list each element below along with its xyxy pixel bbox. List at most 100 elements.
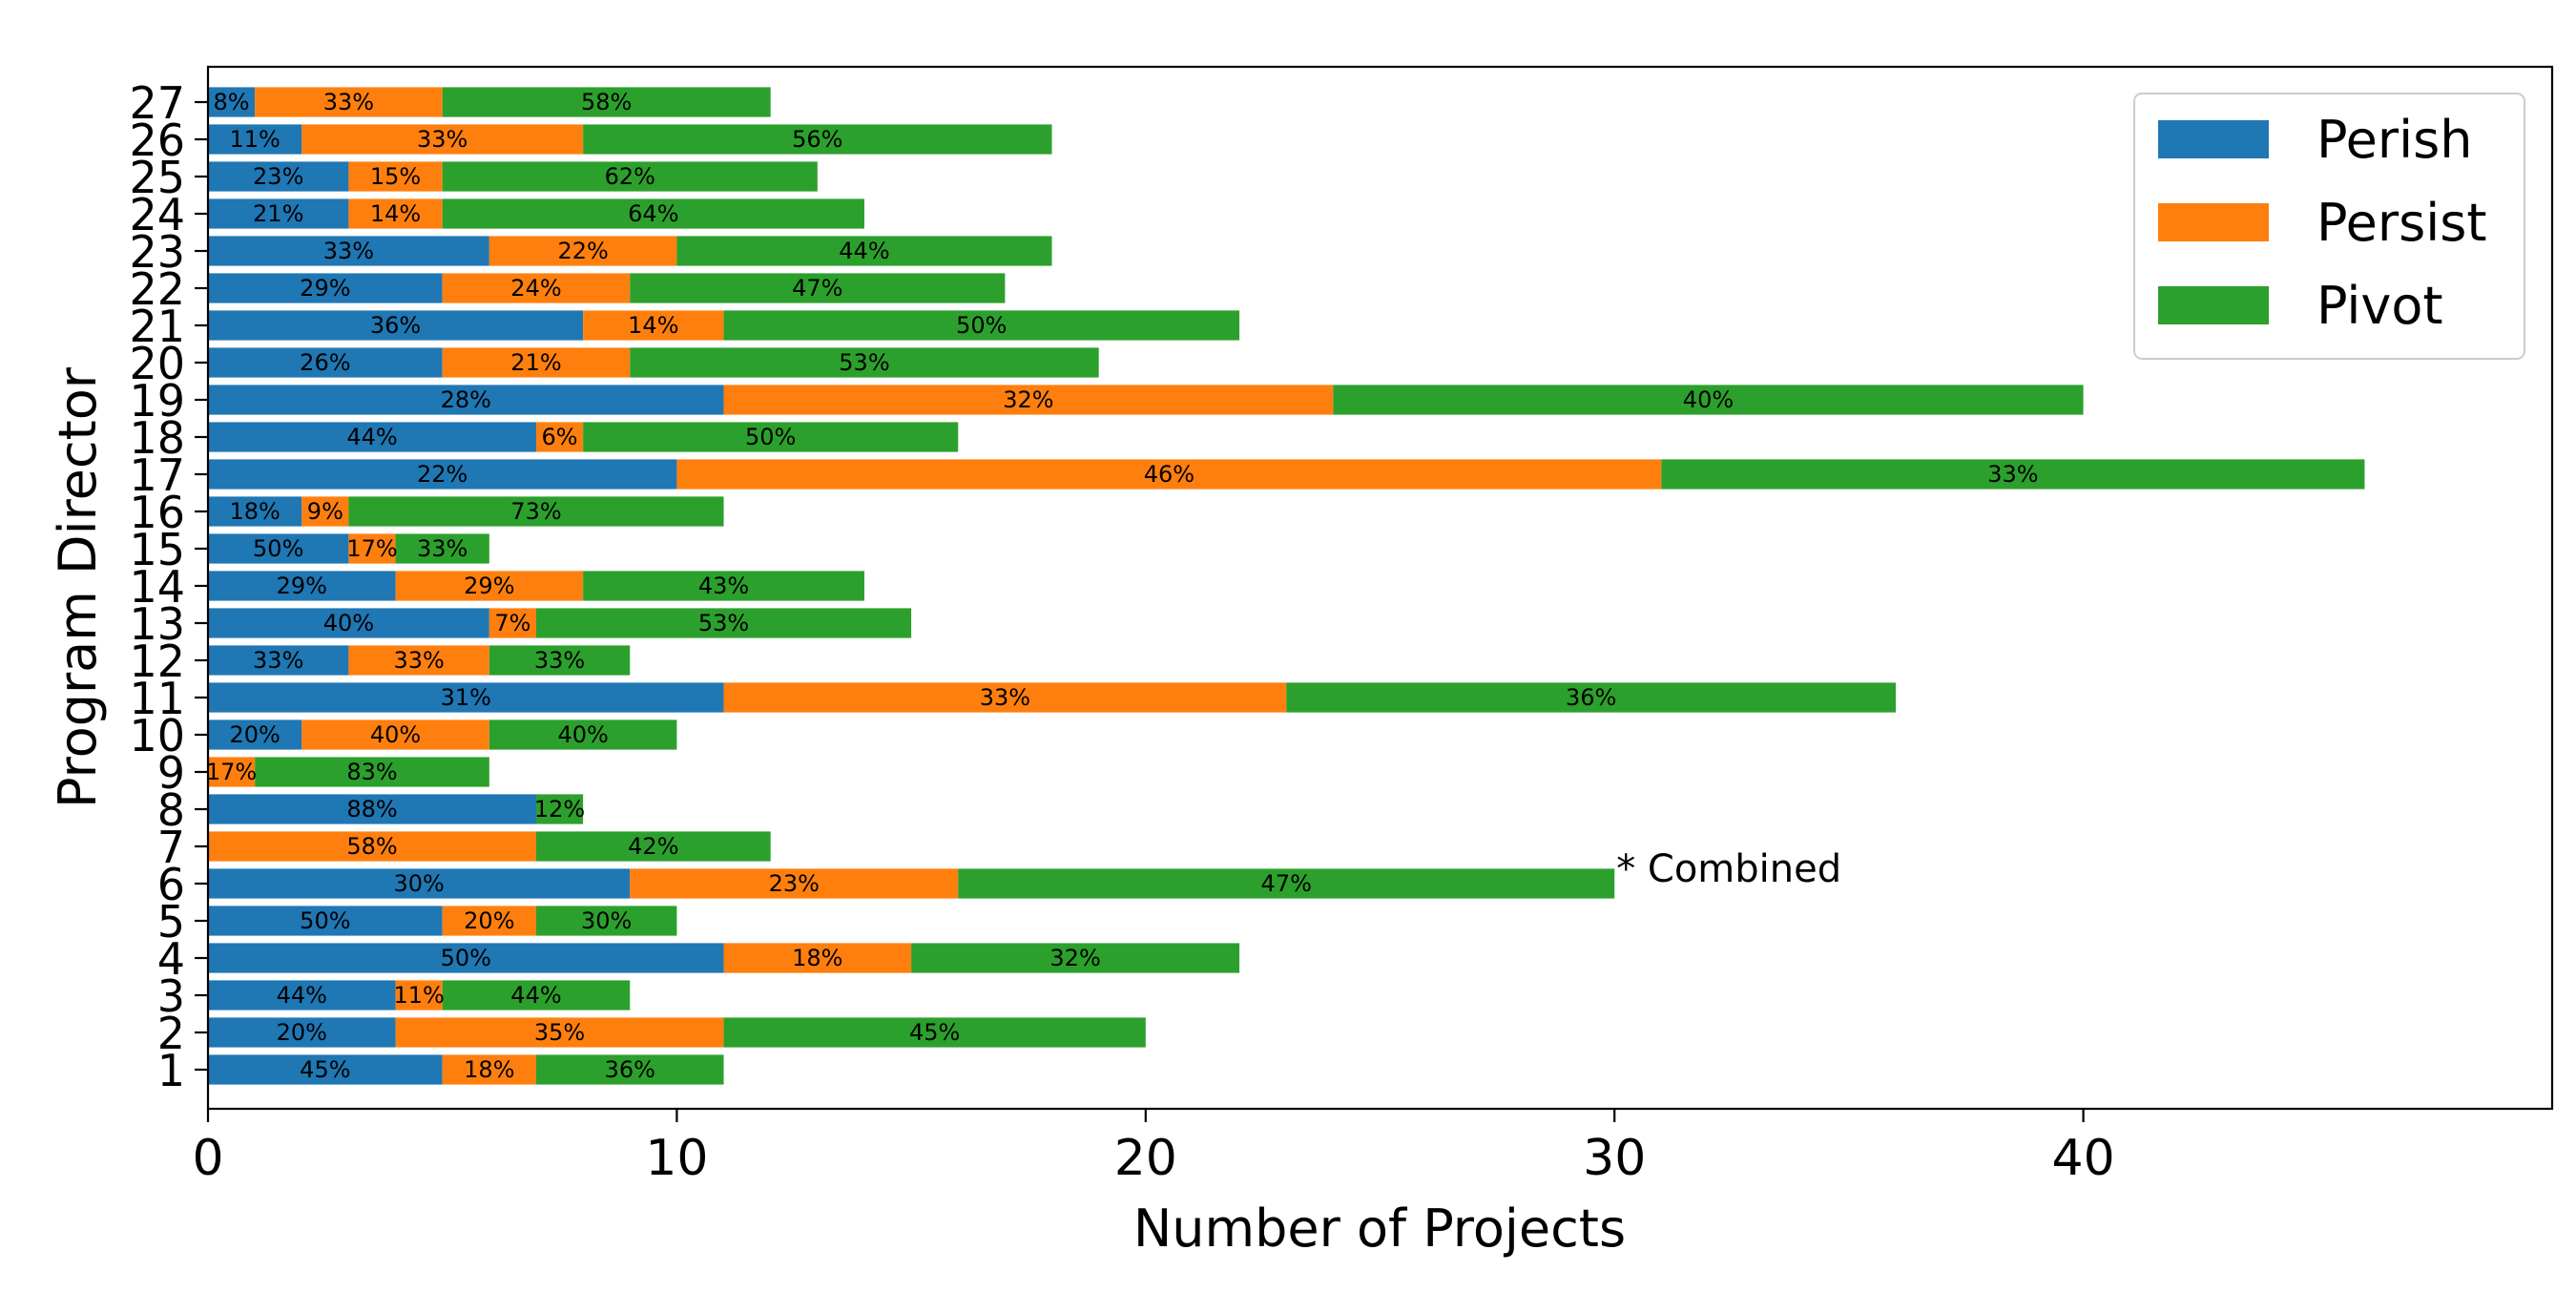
bar-label-persist-21: 14% (628, 312, 678, 339)
bar-label-pivot-25: 62% (605, 163, 655, 190)
bar-label-persist-10: 40% (370, 721, 421, 748)
bar-pivot-5 (535, 906, 677, 936)
y-tick-label-6: 6 (157, 859, 185, 910)
bar-persist-21 (583, 310, 724, 341)
bar-pivot-13 (535, 608, 912, 638)
bar-perish-2 (208, 1017, 396, 1048)
y-tick-label-22: 22 (129, 263, 185, 315)
bar-pivot-4 (911, 943, 1240, 973)
bar-label-persist-13: 7% (494, 610, 530, 636)
legend-swatch-pivot (2158, 286, 2269, 324)
y-tick-label-27: 27 (129, 77, 185, 129)
bar-label-persist-24: 14% (370, 200, 421, 227)
bar-label-perish-11: 31% (441, 684, 491, 711)
y-axis-label: Program Director (48, 366, 108, 808)
bar-label-persist-26: 33% (417, 126, 467, 153)
bar-persist-18 (535, 422, 584, 452)
bar-perish-17 (208, 459, 677, 490)
bar-pivot-25 (442, 161, 818, 192)
bar-label-persist-19: 32% (1003, 386, 1053, 413)
legend-label-pivot: Pivot (2316, 276, 2443, 336)
bar-perish-16 (208, 496, 302, 527)
bar-label-perish-5: 50% (300, 907, 350, 934)
bar-label-perish-24: 21% (253, 200, 303, 227)
bar-label-persist-12: 33% (393, 647, 444, 674)
bar-label-persist-5: 20% (464, 907, 514, 934)
bar-label-pivot-20: 53% (839, 349, 889, 376)
bar-persist-26 (301, 124, 584, 155)
bar-persist-2 (395, 1017, 724, 1048)
bar-perish-18 (208, 422, 536, 452)
bar-label-pivot-13: 53% (698, 610, 749, 636)
bar-perish-6 (208, 868, 631, 899)
y-tick-label-15: 15 (129, 524, 185, 575)
bar-persist-7 (208, 831, 536, 862)
bar-persist-11 (723, 682, 1287, 713)
bar-label-persist-18: 6% (542, 424, 578, 450)
y-tick-label-20: 20 (129, 338, 185, 389)
x-tick-label-10: 10 (645, 1130, 708, 1187)
bar-label-perish-22: 29% (300, 275, 350, 302)
bar-persist-10 (301, 719, 489, 750)
y-tick-label-18: 18 (129, 412, 185, 464)
bar-persist-5 (442, 906, 536, 936)
bar-persist-25 (348, 161, 443, 192)
bar-persist-3 (395, 980, 443, 1011)
bar-perish-25 (208, 161, 349, 192)
bar-pivot-20 (630, 347, 1099, 378)
bar-label-persist-4: 18% (792, 945, 842, 971)
bar-label-persist-27: 33% (323, 89, 374, 115)
bar-label-perish-2: 20% (277, 1019, 327, 1046)
bar-label-perish-15: 50% (253, 535, 303, 562)
bar-label-pivot-27: 58% (581, 89, 632, 115)
bar-perish-21 (208, 310, 584, 341)
legend-label-persist: Persist (2316, 193, 2487, 253)
bar-pivot-23 (676, 236, 1052, 266)
bar-label-persist-25: 15% (370, 163, 421, 190)
x-tick-label-0: 0 (192, 1130, 223, 1187)
bar-label-pivot-9: 83% (346, 759, 397, 785)
bar-pivot-11 (1286, 682, 1897, 713)
y-tick-label-1: 1 (157, 1045, 185, 1096)
bar-label-persist-9: 17% (206, 759, 257, 785)
bar-pivot-24 (442, 198, 864, 229)
bar-perish-20 (208, 347, 443, 378)
bar-label-pivot-7: 42% (628, 833, 678, 860)
annotations-layer: * Combined (1616, 847, 1841, 891)
bar-label-perish-27: 8% (214, 89, 250, 115)
bar-label-perish-21: 36% (370, 312, 421, 339)
bar-pivot-12 (488, 645, 631, 676)
bar-pivot-19 (1333, 385, 2084, 415)
bar-label-pivot-23: 44% (839, 238, 889, 264)
bar-label-pivot-15: 33% (417, 535, 467, 562)
bar-label-persist-6: 23% (769, 870, 820, 897)
y-tick-label-25: 25 (129, 152, 185, 203)
bar-persist-9 (208, 757, 256, 787)
bar-label-perish-23: 33% (323, 238, 374, 264)
bar-label-pivot-24: 64% (628, 200, 678, 227)
y-tick-label-4: 4 (157, 933, 185, 985)
y-tick-label-9: 9 (157, 747, 185, 799)
bar-label-persist-3: 11% (393, 982, 444, 1009)
y-tick-label-12: 12 (129, 636, 185, 687)
bar-pivot-22 (630, 273, 1006, 303)
bar-label-persist-1: 18% (464, 1056, 514, 1083)
bar-label-pivot-1: 36% (605, 1056, 655, 1083)
bar-label-persist-22: 24% (510, 275, 561, 302)
bar-label-pivot-18: 50% (745, 424, 796, 450)
bar-perish-12 (208, 645, 349, 676)
bar-label-pivot-17: 33% (1987, 461, 2038, 488)
bar-persist-13 (488, 608, 536, 638)
bar-pivot-3 (442, 980, 631, 1011)
bar-label-pivot-14: 43% (698, 573, 749, 599)
bar-label-persist-14: 29% (464, 573, 514, 599)
bar-pivot-15 (395, 533, 489, 564)
legend-swatch-perish (2158, 120, 2269, 158)
bar-persist-19 (723, 385, 1334, 415)
bar-label-persist-7: 58% (346, 833, 397, 860)
y-tick-label-14: 14 (129, 561, 185, 613)
bar-perish-23 (208, 236, 489, 266)
bar-label-persist-11: 33% (980, 684, 1030, 711)
bar-label-pivot-3: 44% (510, 982, 561, 1009)
bar-persist-15 (348, 533, 396, 564)
